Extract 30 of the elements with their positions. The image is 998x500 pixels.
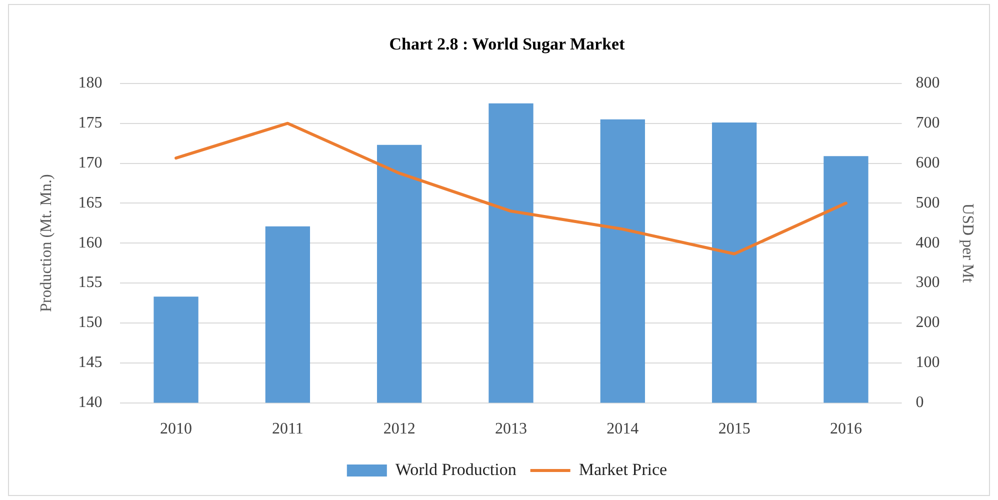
x-tick-label: 2011 xyxy=(272,420,304,438)
x-tick-label: 2015 xyxy=(718,420,750,438)
y-tick-label: 150 xyxy=(78,314,102,332)
y2-tick-label: 700 xyxy=(916,114,940,132)
y-tick-label: 160 xyxy=(78,234,102,252)
x-tick-label: 2010 xyxy=(160,420,192,438)
y-axis-title: Production (Mt. Mn.) xyxy=(38,174,55,312)
y2-tick-label: 400 xyxy=(916,234,940,252)
y-tick-label: 175 xyxy=(78,114,102,132)
chart-title: Chart 2.8 : World Sugar Market xyxy=(389,34,626,54)
y-tick-label: 145 xyxy=(78,354,102,372)
legend-label: World Production xyxy=(395,460,517,479)
y2-tick-label: 600 xyxy=(916,154,940,172)
y-tick-label: 165 xyxy=(78,194,102,212)
y-tick-label: 140 xyxy=(78,394,102,412)
y2-tick-label: 100 xyxy=(916,354,940,372)
y2-tick-label: 200 xyxy=(916,314,940,332)
y2-tick-label: 0 xyxy=(916,394,924,412)
y2-tick-label: 500 xyxy=(916,194,940,212)
x-tick-label: 2012 xyxy=(383,420,416,438)
x-tick-label: 2013 xyxy=(495,420,527,438)
y-tick-label: 155 xyxy=(78,274,102,292)
x-tick-label: 2016 xyxy=(830,420,862,438)
y2-tick-label: 800 xyxy=(916,74,940,92)
y-tick-label: 170 xyxy=(78,154,102,172)
y2-axis-title: USD per Mt xyxy=(959,204,976,284)
x-tick-label: 2014 xyxy=(606,420,639,438)
y2-tick-label: 300 xyxy=(916,274,940,292)
legend-label: Market Price xyxy=(578,460,668,479)
y-tick-label: 180 xyxy=(78,74,102,92)
